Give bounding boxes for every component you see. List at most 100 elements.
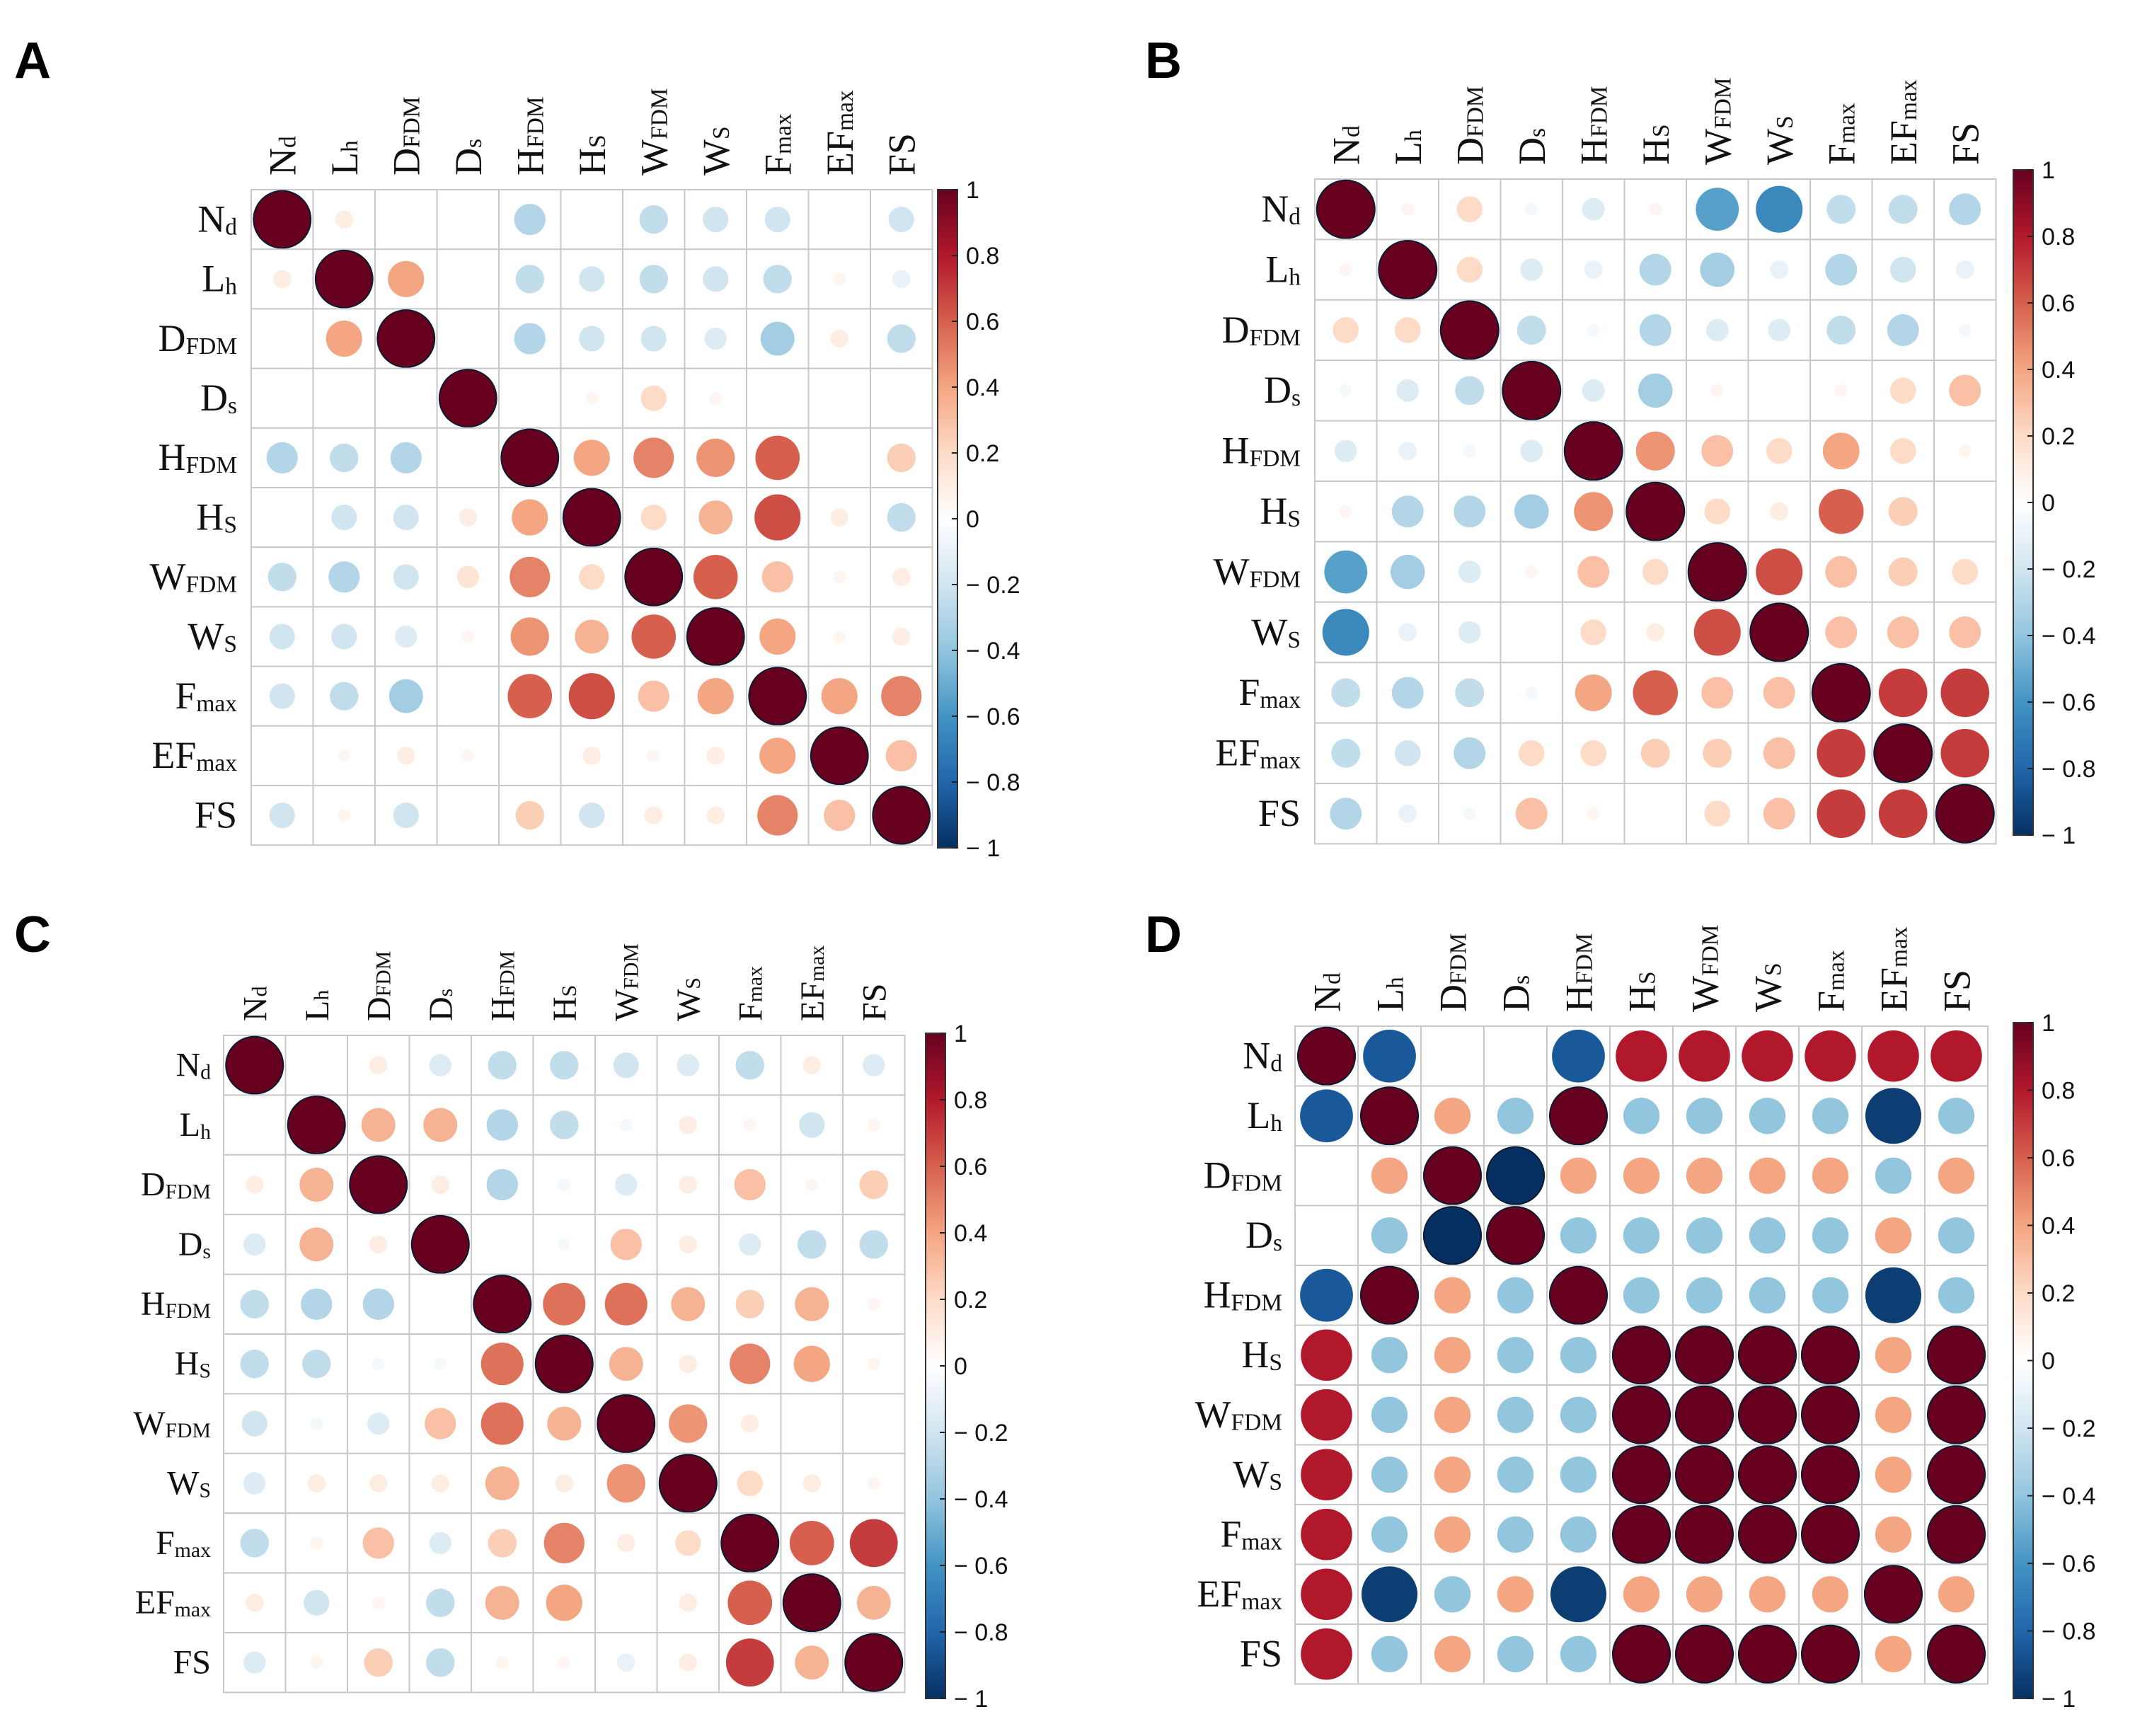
correlation-circle xyxy=(1456,196,1483,223)
correlation-circle xyxy=(782,1573,841,1633)
correlation-circle xyxy=(558,1178,571,1192)
correlation-circle xyxy=(240,1349,270,1379)
correlation-circle xyxy=(1398,623,1417,642)
correlation-circle xyxy=(1639,253,1671,286)
correlation-circle xyxy=(1686,1277,1723,1314)
panel-letter: D xyxy=(1145,907,1182,963)
correlation-circle xyxy=(757,795,798,836)
row-label: Ds xyxy=(1245,1214,1282,1256)
column-label: Lh xyxy=(299,990,336,1021)
row-label: Lh xyxy=(1247,1094,1282,1137)
correlation-circle xyxy=(579,266,605,292)
correlation-circle xyxy=(546,1585,582,1621)
colorbar-tick-label: 0.4 xyxy=(2042,357,2075,384)
correlation-circle xyxy=(1485,1146,1546,1205)
column-label: Fmax xyxy=(757,113,800,176)
correlation-circle xyxy=(1316,179,1376,239)
correlation-circle xyxy=(243,1233,266,1256)
colorbar-tick-label: 0.8 xyxy=(966,243,999,270)
correlation-circle xyxy=(1875,1636,1912,1672)
correlation-circle xyxy=(693,554,738,599)
row-label: Lh xyxy=(1265,248,1301,290)
correlation-circle xyxy=(613,1052,639,1079)
correlation-circle xyxy=(304,1590,330,1616)
panel-b: B Nd Lh DFDM Ds HFDM HS WFDM WS Fmax EFmax FS Nd Lh DF… xyxy=(1145,33,2096,849)
colorbar-tick-label: − 0.4 xyxy=(2042,1483,2096,1510)
grid-cell xyxy=(622,308,686,369)
correlation-circle xyxy=(1514,494,1549,529)
correlation-circle xyxy=(1938,1277,1975,1314)
correlation-circle xyxy=(887,324,916,353)
correlation-circle xyxy=(892,568,911,587)
correlation-circle xyxy=(1749,1277,1786,1314)
grid-cell xyxy=(436,427,500,488)
correlation-circle xyxy=(1865,1267,1922,1323)
correlation-circle xyxy=(314,249,374,309)
row-label: HS xyxy=(175,1345,211,1383)
correlation-circle xyxy=(1371,1337,1408,1374)
correlation-circle xyxy=(1611,1445,1671,1505)
row-label: Nd xyxy=(1261,188,1301,230)
correlation-circle xyxy=(1497,1456,1534,1493)
column-label: Ds xyxy=(422,989,460,1021)
correlation-circle xyxy=(833,272,846,286)
correlation-circle xyxy=(1935,783,1995,844)
correlation-circle xyxy=(1434,1277,1471,1314)
column-label: HS xyxy=(571,134,614,176)
correlation-circle xyxy=(240,1289,270,1319)
column-label: Nd xyxy=(237,986,275,1021)
row-label: Fmax xyxy=(1220,1513,1282,1556)
column-label: EFmax xyxy=(1882,79,1925,165)
correlation-circle xyxy=(735,1289,765,1319)
correlation-circle xyxy=(393,803,419,829)
correlation-circle xyxy=(390,442,422,474)
correlation-circle xyxy=(606,1464,645,1503)
colorbar-tick-label: − 0.6 xyxy=(2042,1551,2096,1577)
correlation-circle xyxy=(631,614,677,659)
row-label: EFmax xyxy=(1215,732,1301,774)
correlation-circle xyxy=(1587,807,1600,820)
correlation-circle xyxy=(429,1531,451,1555)
correlation-circle xyxy=(456,565,479,588)
correlation-circle xyxy=(349,1155,408,1214)
row-label: Ds xyxy=(178,1226,211,1263)
colorbar-tick-label: − 0.2 xyxy=(966,572,1020,599)
colorbar-tick-label: 0.2 xyxy=(954,1287,987,1314)
grid-cell xyxy=(251,248,314,310)
column-label: WS xyxy=(1759,115,1801,165)
correlation-circle xyxy=(1817,789,1866,838)
correlation-circle xyxy=(1422,1206,1483,1265)
grid-cell xyxy=(436,308,500,369)
correlation-circle xyxy=(512,499,548,536)
grid-cell xyxy=(870,427,933,488)
correlation-circle xyxy=(301,1288,333,1320)
correlation-circle xyxy=(1679,1030,1730,1082)
correlation-circle xyxy=(369,1235,388,1254)
correlation-circle xyxy=(1401,202,1415,216)
correlation-circle xyxy=(1560,1456,1597,1493)
column-label: FS xyxy=(1945,122,1987,165)
colorbar-tick-label: − 0.8 xyxy=(2042,1619,2096,1645)
correlation-circle xyxy=(1560,1516,1597,1553)
correlation-circle xyxy=(1454,495,1486,528)
correlation-circle xyxy=(720,1513,780,1573)
correlation-circle xyxy=(1334,439,1357,463)
correlation-circle xyxy=(859,1230,889,1259)
grid-cell xyxy=(1623,783,1687,845)
grid-cell xyxy=(870,367,933,429)
correlation-circle xyxy=(1434,1516,1471,1553)
correlation-circle xyxy=(679,1653,698,1672)
correlation-circle xyxy=(671,1287,706,1321)
correlation-circle xyxy=(1674,1445,1734,1505)
correlation-circle xyxy=(1649,202,1662,216)
correlation-circle xyxy=(510,617,549,656)
column-label: Nd xyxy=(1325,125,1368,165)
correlation-circle xyxy=(1875,1157,1912,1194)
correlation-circle xyxy=(761,561,793,593)
correlation-circle xyxy=(833,570,846,584)
row-label: Lh xyxy=(180,1106,211,1144)
correlation-circle xyxy=(1640,738,1670,768)
correlation-circle xyxy=(1333,317,1359,343)
correlation-circle xyxy=(310,1417,323,1430)
correlation-circle xyxy=(795,1645,829,1680)
